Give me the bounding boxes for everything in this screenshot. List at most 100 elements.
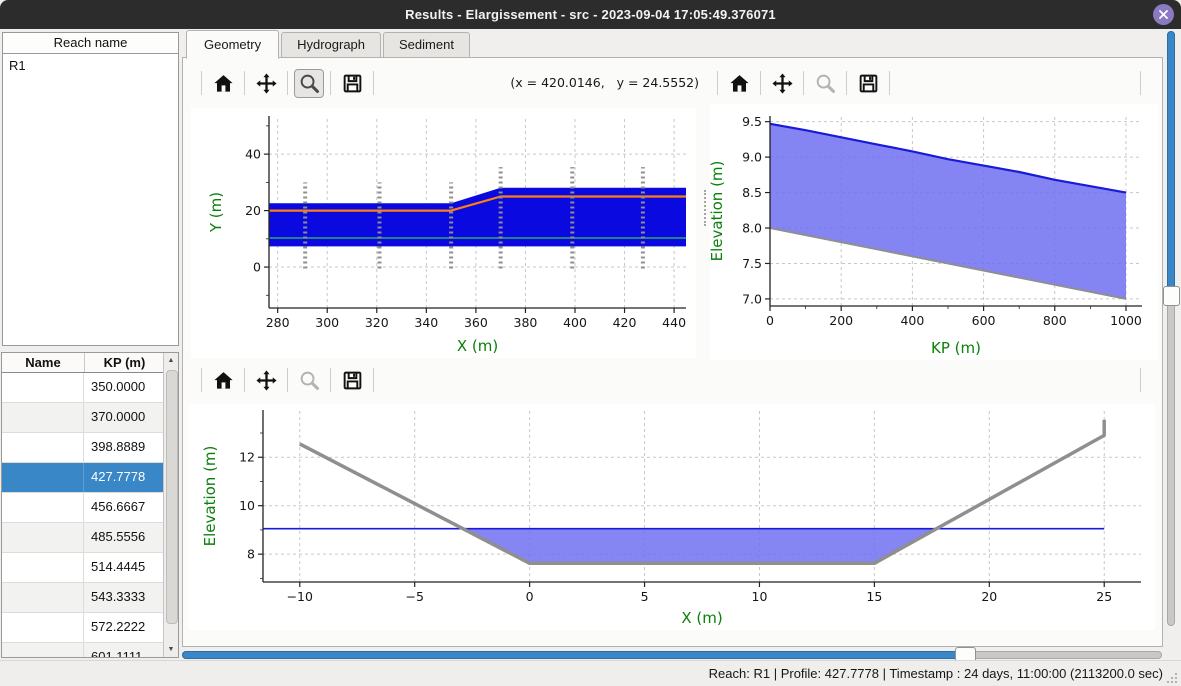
home-icon (213, 74, 233, 92)
table-row[interactable]: 370.0000 (2, 403, 163, 433)
cell-kp[interactable]: 370.0000 (91, 409, 146, 424)
home-icon (213, 371, 233, 389)
reach-item[interactable]: R1 (9, 58, 26, 73)
cell-name[interactable] (2, 613, 84, 642)
profile-table-body: 350.0000 370.0000 398.8889 427.7778 456.6667… (2, 373, 178, 658)
svg-text:0: 0 (526, 589, 534, 604)
cell-kp[interactable]: 485.5556 (91, 529, 146, 544)
plan-view-toolbar (195, 67, 380, 99)
svg-text:8.5: 8.5 (742, 185, 762, 200)
svg-text:0: 0 (766, 313, 774, 328)
cross-section-chart[interactable]: −10 −5 0 5 10 15 20 25 8 10 12 X (m) Elevation (m) (189, 404, 1155, 630)
time-slider-fill (182, 651, 966, 659)
pan-icon (255, 72, 277, 94)
svg-text:600: 600 (972, 313, 996, 328)
column-header-kp[interactable]: KP (m) (103, 355, 146, 370)
toolbar-separator (717, 71, 718, 95)
titlebar[interactable]: Results - Elargissement - src - 2023-09-… (0, 0, 1181, 29)
geometry-tab-content: (x = 420.0146, y = 24.5552) 280 300 320 340… (182, 57, 1163, 647)
cell-name[interactable] (2, 583, 84, 612)
svg-text:7.5: 7.5 (742, 256, 762, 271)
toolbar-separator (244, 71, 245, 95)
tab-hydrograph[interactable]: Hydrograph (281, 32, 382, 58)
svg-text:360: 360 (464, 315, 488, 330)
cell-name[interactable] (2, 373, 84, 402)
toolbar-separator (330, 368, 331, 392)
pan-button[interactable] (767, 69, 797, 98)
longitudinal-profile-chart[interactable]: 0 200 400 600 800 1000 7.0 7.5 8.0 8.5 9.0 9.5 KP (m… (710, 104, 1158, 360)
tab-sediment[interactable]: Sediment (383, 32, 470, 58)
pan-button[interactable] (251, 69, 281, 98)
home-button[interactable] (724, 69, 754, 98)
svg-text:9.5: 9.5 (742, 114, 762, 129)
toolbar-separator (201, 71, 202, 95)
zoom-button[interactable] (294, 68, 324, 98)
table-row[interactable]: 572.2222 (2, 613, 163, 643)
zoom-icon (300, 74, 319, 93)
svg-text:380: 380 (514, 315, 538, 330)
zoom-button[interactable] (294, 366, 324, 395)
svg-text:X (m): X (m) (457, 337, 498, 355)
cell-name[interactable] (2, 433, 84, 462)
svg-text:440: 440 (662, 315, 686, 330)
table-row[interactable]: 514.4445 (2, 553, 163, 583)
cell-kp[interactable]: 427.7778 (91, 469, 146, 484)
table-row[interactable]: 398.8889 (2, 433, 163, 463)
column-header-name[interactable]: Name (2, 353, 85, 372)
tab-geometry[interactable]: Geometry (186, 30, 280, 59)
table-row[interactable]: 427.7778 (2, 463, 163, 493)
svg-text:8: 8 (247, 547, 255, 562)
svg-text:25: 25 (1096, 589, 1112, 604)
status-text: Reach: R1 | Profile: 427.7778 | Timestam… (708, 666, 1163, 681)
cell-kp[interactable]: 601.1111 (91, 649, 143, 658)
svg-text:Elevation (m): Elevation (m) (201, 446, 219, 547)
home-button[interactable] (208, 366, 238, 395)
svg-text:9.0: 9.0 (742, 150, 762, 165)
table-row[interactable]: 350.0000 (2, 373, 163, 403)
window-title: Results - Elargissement - src - 2023-09-… (405, 7, 776, 22)
profile-slider-handle[interactable] (1163, 285, 1180, 306)
cell-name[interactable] (2, 643, 84, 657)
table-scrollbar[interactable]: ▲ ▼ (163, 353, 178, 657)
toolbar-separator (1140, 368, 1141, 392)
cell-kp[interactable]: 543.3333 (91, 589, 146, 604)
svg-text:340: 340 (414, 315, 438, 330)
scroll-up-icon[interactable]: ▲ (167, 357, 175, 364)
save-icon (859, 74, 877, 92)
svg-text:300: 300 (315, 315, 339, 330)
pan-button[interactable] (251, 366, 281, 395)
table-row[interactable]: 456.6667 (2, 493, 163, 523)
plan-view-chart[interactable]: 280 300 320 340 360 380 400 420 440 0 20 40 X (m) Y (… (191, 108, 696, 358)
svg-text:X (m): X (m) (681, 609, 722, 627)
cell-name[interactable] (2, 493, 84, 522)
save-button[interactable] (853, 69, 883, 98)
save-button[interactable] (337, 366, 367, 395)
save-icon (343, 371, 361, 389)
svg-text:200: 200 (829, 313, 853, 328)
table-row[interactable]: 601.1111 (2, 643, 163, 658)
tab-bar: Geometry Hydrograph Sediment (186, 30, 472, 59)
zoom-button[interactable] (810, 69, 840, 98)
cell-kp[interactable]: 514.4445 (91, 559, 146, 574)
svg-text:800: 800 (1043, 313, 1067, 328)
cell-name[interactable] (2, 523, 84, 552)
save-button[interactable] (337, 69, 367, 98)
plot-splitter-handle[interactable] (704, 190, 706, 226)
time-slider[interactable] (182, 647, 1162, 663)
cell-name[interactable] (2, 403, 84, 432)
cell-kp[interactable]: 398.8889 (91, 439, 146, 454)
cell-kp[interactable]: 350.0000 (91, 379, 146, 394)
table-row[interactable]: 543.3333 (2, 583, 163, 613)
resize-grip-icon[interactable] (1166, 672, 1177, 683)
scroll-down-icon[interactable]: ▼ (167, 646, 175, 653)
cell-kp[interactable]: 572.2222 (91, 619, 146, 634)
close-button[interactable] (1153, 4, 1174, 25)
scrollbar-thumb[interactable] (166, 370, 178, 624)
home-button[interactable] (208, 69, 238, 98)
cell-name[interactable] (2, 553, 84, 582)
table-row[interactable]: 485.5556 (2, 523, 163, 553)
cell-name[interactable] (2, 463, 84, 492)
profile-slider[interactable] (1163, 31, 1180, 626)
cell-kp[interactable]: 456.6667 (91, 499, 146, 514)
